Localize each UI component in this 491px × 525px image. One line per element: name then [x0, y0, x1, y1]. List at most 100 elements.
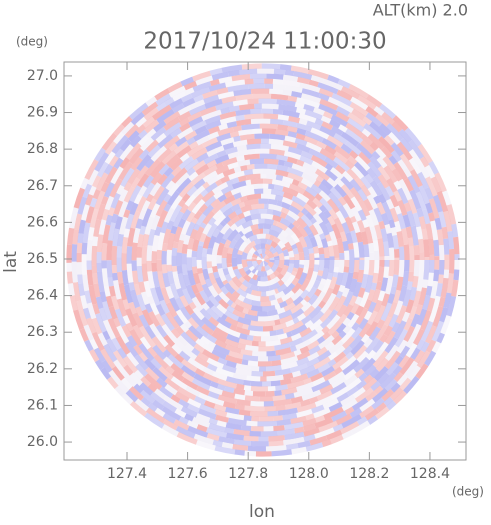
echo-cell [247, 166, 254, 167]
echo-cell [174, 266, 175, 272]
echo-cell [293, 181, 299, 183]
echo-cell [272, 452, 292, 454]
echo-cell [282, 204, 290, 207]
echo-cell [335, 245, 336, 258]
echo-cell [126, 183, 130, 190]
echo-cell [430, 273, 432, 286]
echo-cell [386, 267, 387, 278]
echo-cell [179, 240, 181, 252]
echo-cell [326, 248, 327, 258]
echo-cell [343, 272, 346, 285]
echo-cell [360, 288, 363, 297]
echo-cell [250, 280, 258, 283]
echo-cell [244, 172, 253, 173]
echo-cell [243, 326, 248, 327]
echo-cell [264, 226, 271, 227]
echo-cell [209, 248, 210, 254]
echo-cell [293, 373, 301, 375]
x-unit: (deg) [452, 485, 484, 499]
x-tick-label: 127.4 [107, 466, 147, 482]
echo-cell [244, 300, 251, 303]
echo-cell [252, 206, 265, 207]
echo-cell [241, 351, 252, 353]
x-axis-label: lon [249, 502, 275, 521]
echo-cell [200, 274, 203, 285]
echo-cell [236, 117, 245, 118]
echo-cell [355, 243, 357, 258]
echo-cell [232, 206, 239, 210]
echo-cell [427, 203, 430, 213]
echo-cell [257, 273, 264, 274]
echo-cell [273, 325, 286, 328]
echo-cell [198, 284, 201, 291]
echo-cell [124, 270, 126, 285]
echo-cell [134, 243, 135, 261]
echo-cell [410, 238, 411, 247]
echo-cell [240, 251, 241, 255]
echo-cell [224, 258, 225, 269]
echo-cell [242, 362, 248, 363]
echo-cell [329, 273, 331, 279]
echo-cell [256, 266, 258, 268]
echo-cell [79, 262, 80, 274]
echo-cell [270, 136, 285, 138]
echo-cell [254, 255, 255, 258]
echo-cell [346, 251, 347, 260]
echo-cell [246, 182, 251, 183]
echo-cell [316, 265, 317, 272]
echo-cell [338, 292, 341, 298]
echo-cell [241, 126, 259, 128]
echo-cell [199, 246, 201, 260]
echo-cell [269, 141, 283, 143]
echo-cell [268, 186, 274, 187]
echo-cell [275, 253, 277, 257]
echo-cell [263, 231, 269, 232]
echo-cell [401, 260, 402, 277]
echo-cell [251, 302, 260, 304]
echo-cell [408, 227, 410, 238]
echo-cell [211, 81, 220, 83]
echo-cell [239, 297, 244, 300]
echo-cell [222, 98, 236, 101]
echo-cell [202, 191, 207, 195]
echo-cell [160, 272, 163, 288]
echo-cell [316, 418, 324, 421]
echo-cell [251, 121, 270, 122]
echo-cell [375, 273, 377, 283]
echo-cell [104, 243, 105, 260]
echo-cell [180, 219, 184, 227]
echo-cell [193, 350, 199, 354]
echo-cell [85, 275, 87, 291]
echo-cell [235, 267, 236, 270]
echo-cell [329, 361, 335, 365]
echo-cell [419, 209, 421, 217]
echo-cell [279, 274, 283, 278]
echo-cell [69, 272, 70, 284]
echo-cell [276, 172, 288, 175]
echo-cell [251, 249, 254, 253]
echo-cell [436, 270, 437, 281]
echo-cell [118, 186, 122, 194]
echo-cell [276, 260, 277, 265]
echo-cell [306, 322, 312, 326]
echo-cell [267, 377, 284, 379]
echo-cell [226, 435, 243, 438]
echo-cell [438, 283, 440, 296]
echo-cell [273, 81, 283, 82]
echo-cell [279, 183, 290, 186]
echo-cell [383, 278, 386, 291]
echo-cell [303, 210, 307, 214]
echo-cell [233, 447, 248, 449]
echo-cell [397, 206, 400, 213]
echo-cell [418, 305, 421, 315]
echo-cell [283, 122, 296, 125]
echo-cell [293, 245, 295, 249]
echo-cell [229, 253, 230, 263]
echo-cell [283, 415, 297, 417]
echo-cell [245, 247, 249, 253]
echo-cell [243, 310, 248, 312]
echo-cell [248, 86, 265, 87]
echo-cell [115, 273, 116, 280]
echo-cell [236, 210, 241, 213]
echo-cell [219, 263, 220, 268]
